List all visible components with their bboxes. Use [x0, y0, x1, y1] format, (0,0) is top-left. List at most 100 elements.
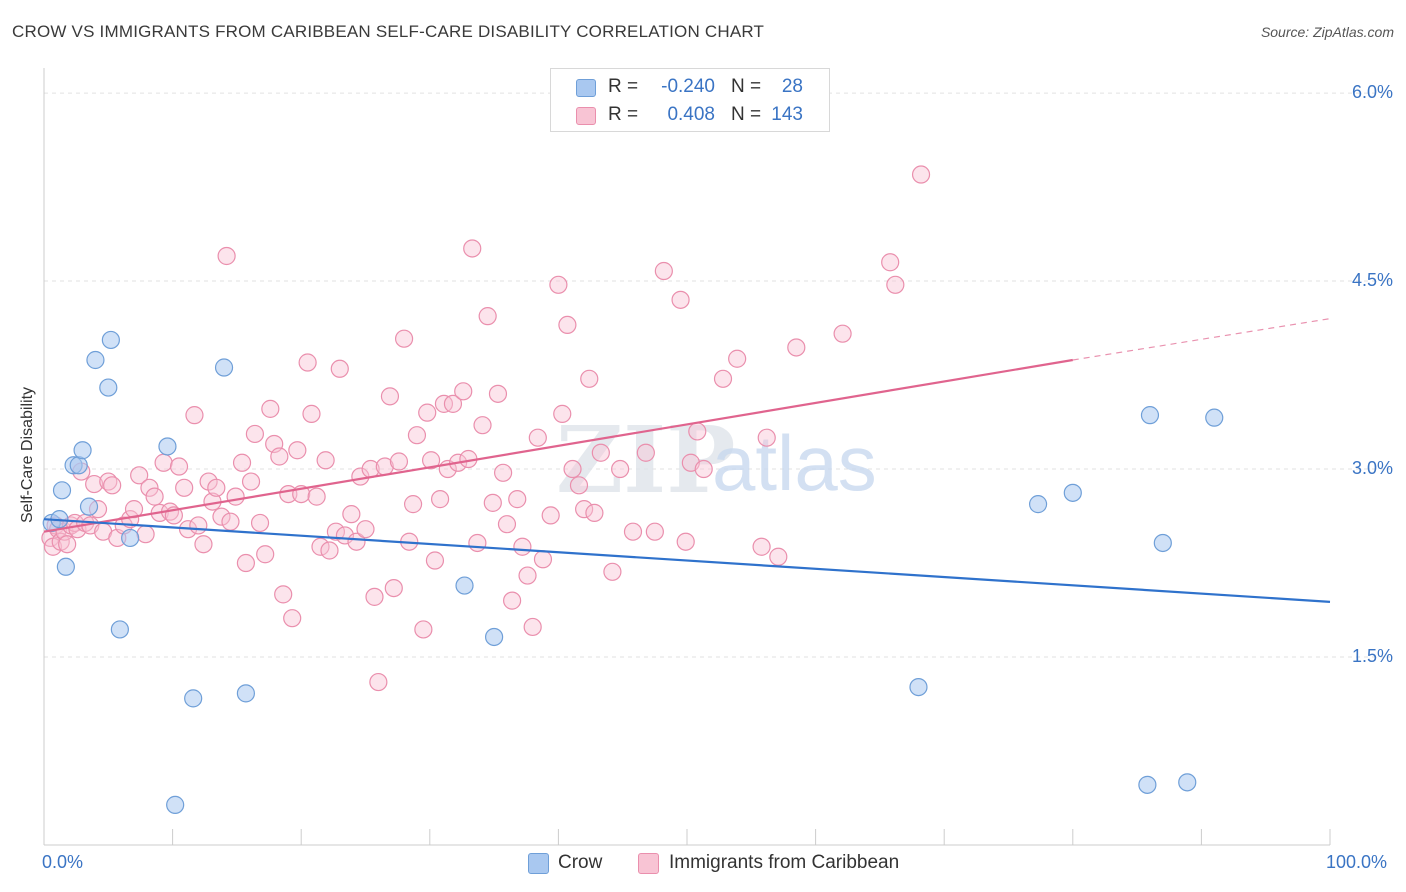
caribbean-point	[302, 404, 321, 423]
caribbean-point	[326, 522, 346, 541]
caribbean-point	[342, 505, 361, 524]
caribbean-point	[886, 275, 905, 294]
caribbean-point	[185, 406, 204, 425]
crow-point	[56, 557, 75, 576]
caribbean-point	[347, 532, 366, 551]
crow-point	[1138, 775, 1157, 794]
crow-point	[79, 497, 99, 516]
caribbean-point	[553, 404, 572, 423]
crow-point	[1140, 406, 1160, 425]
caribbean-point	[389, 452, 409, 471]
caribbean-point	[103, 476, 122, 495]
caribbean-point	[569, 476, 589, 495]
caribbean-point	[757, 428, 776, 447]
caribbean-point	[189, 516, 208, 535]
caribbean-point	[494, 463, 513, 482]
caribbean-point	[256, 545, 275, 564]
caribbean-point	[591, 443, 610, 462]
caribbean-point	[356, 520, 375, 539]
caribbean-point	[136, 525, 155, 544]
y-tick-label: 4.5%	[1351, 270, 1393, 291]
caribbean-point	[713, 369, 733, 388]
caribbean-point	[316, 451, 335, 470]
caribbean-point	[676, 532, 695, 551]
trend-line-caribbean	[43, 358, 1073, 533]
watermark: ZIP atlas	[556, 406, 877, 514]
caribbean-point	[130, 466, 149, 485]
legend-row-crow: R = -0.240 N = 28	[551, 72, 829, 102]
legend-n-label: N =	[731, 76, 762, 97]
legend-r-label: R =	[608, 104, 639, 125]
caribbean-point	[226, 487, 245, 506]
caribbean-point	[430, 490, 450, 509]
caribbean-point	[212, 507, 231, 526]
crow-point	[1063, 483, 1082, 502]
caribbean-point	[140, 478, 159, 497]
caribbean-point	[468, 533, 487, 553]
series-immigrants-from-caribbean	[41, 165, 931, 692]
crow-point	[110, 620, 129, 639]
legend-n-value: 143	[771, 104, 803, 125]
bottom-legend-swatch-caribbean	[638, 853, 659, 874]
caribbean-point	[443, 394, 463, 413]
crow-point	[236, 684, 256, 703]
grid-lines	[44, 92, 1390, 658]
caribbean-point	[154, 453, 173, 472]
caribbean-point	[421, 451, 441, 470]
crow-point	[86, 350, 105, 370]
caribbean-point	[274, 585, 293, 604]
caribbean-point	[369, 672, 388, 692]
caribbean-point	[575, 500, 594, 519]
caribbean-point	[169, 457, 189, 476]
crow-point	[1178, 773, 1197, 792]
caribbean-point	[221, 512, 240, 531]
legend-r-label: R =	[608, 76, 639, 97]
caribbean-point	[488, 384, 508, 403]
caribbean-point	[623, 522, 643, 541]
crow-point	[485, 627, 504, 647]
caribbean-point	[330, 359, 349, 378]
caribbean-point	[407, 426, 427, 445]
caribbean-point	[418, 403, 437, 422]
crow-point	[1153, 533, 1172, 553]
watermark-zip: ZIP	[556, 406, 735, 514]
legend-n-value: 28	[781, 76, 803, 97]
caribbean-point	[454, 382, 473, 401]
caribbean-point	[769, 547, 788, 566]
source-label: Source: ZipAtlas.com	[1260, 24, 1394, 40]
caribbean-point	[603, 562, 622, 581]
caribbean-point	[523, 617, 542, 637]
caribbean-point	[250, 513, 270, 533]
crow-point	[455, 576, 474, 595]
y-tick-label: 3.0%	[1351, 458, 1393, 479]
caribbean-point	[636, 443, 655, 462]
caribbean-point	[478, 307, 497, 326]
legend-n-label: N =	[731, 104, 762, 125]
caribbean-point	[645, 522, 664, 541]
caribbean-point	[207, 478, 226, 497]
crow-point	[121, 528, 140, 548]
caribbean-point	[384, 578, 403, 598]
caribbean-point	[611, 459, 630, 479]
watermark-atlas: atlas	[712, 419, 877, 507]
legend: R = -0.240 N = 28 R = 0.408 N = 143	[550, 68, 830, 132]
caribbean-point	[403, 495, 423, 514]
legend-r-value: 0.408	[667, 104, 715, 125]
caribbean-point	[217, 246, 236, 266]
caribbean-point	[380, 387, 400, 406]
caribbean-point	[463, 239, 482, 258]
crow-point	[69, 456, 88, 475]
crow-point	[73, 441, 92, 460]
y-tick-label: 6.0%	[1351, 82, 1393, 103]
y-axis-label: Self-Care Disability	[19, 386, 36, 524]
caribbean-point	[232, 453, 252, 472]
x-tick-label-min: 0.0%	[42, 852, 84, 872]
caribbean-point	[728, 349, 747, 368]
caribbean-point	[320, 541, 339, 560]
caribbean-point	[541, 506, 560, 525]
trend-line-caribbean-extension	[1072, 318, 1331, 361]
caribbean-point	[288, 441, 307, 460]
caribbean-point	[270, 447, 289, 466]
series-crow	[42, 330, 1224, 814]
